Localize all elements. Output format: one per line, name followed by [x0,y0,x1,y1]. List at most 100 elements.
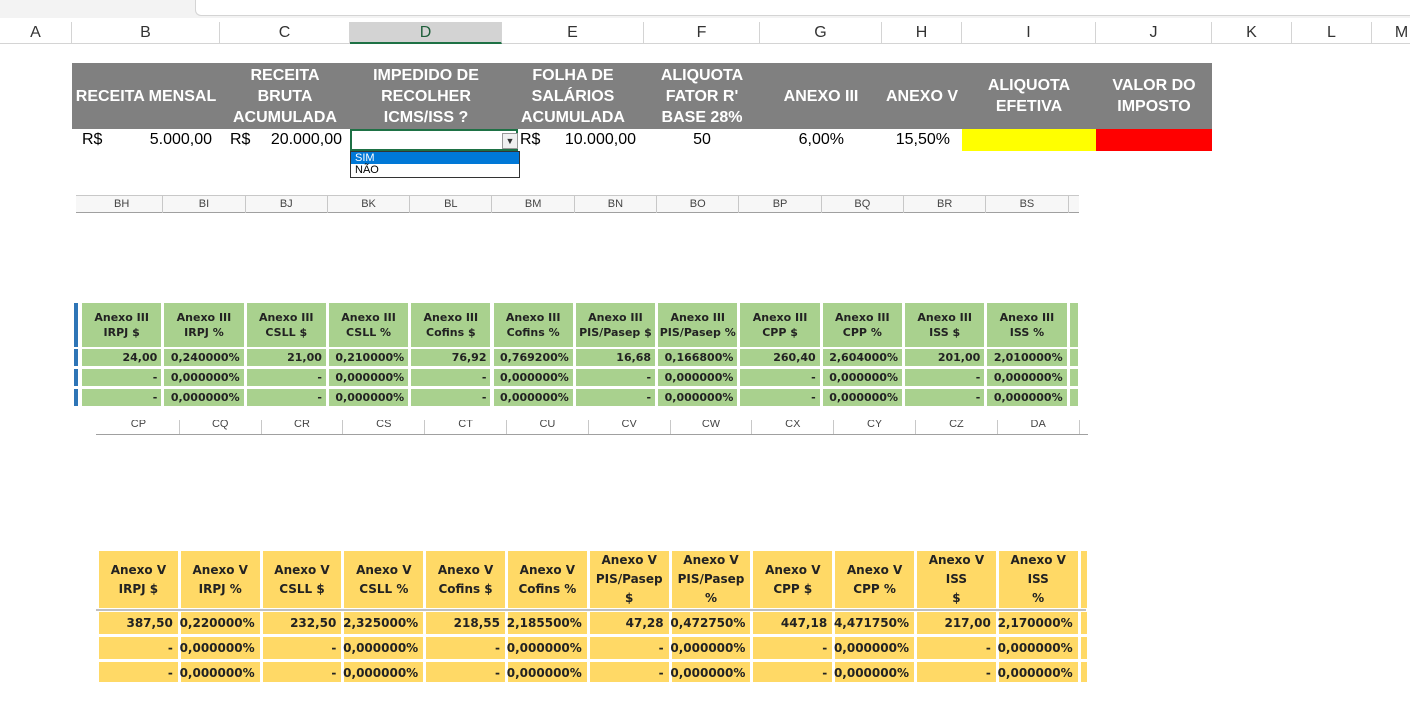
table-cell[interactable]: 0,769200% [493,349,573,366]
table-cell[interactable]: 0,210000% [328,349,409,366]
dropdown-option-sim[interactable]: SIM [351,152,519,164]
table-cell[interactable]: 201,00 [905,349,985,366]
table-cell[interactable]: 2,010000% [987,349,1067,366]
table-cell[interactable]: - [753,637,833,659]
table-cell[interactable]: 0,000000% [343,662,424,682]
table-cell[interactable]: 0,000000% [834,637,914,659]
table-cell[interactable]: 2,604000% [822,349,902,366]
mini-col-bn[interactable]: BN [575,196,658,213]
table-cell[interactable]: 0,000000% [180,662,260,682]
col-header-h[interactable]: H [882,22,962,44]
table-cell[interactable]: 232,50 [262,612,342,634]
table-cell[interactable]: - [411,389,491,406]
table-cell[interactable]: 0,000000% [822,369,902,386]
table-cell[interactable]: - [575,369,656,386]
table-cell[interactable]: - [426,637,505,659]
col-header-i[interactable]: I [962,22,1096,44]
cell-anexo-v[interactable]: 15,50% [882,129,962,151]
mini-col-bp[interactable]: BP [739,196,822,213]
table-cell[interactable]: - [905,389,985,406]
mini-col-bj[interactable]: BJ [246,196,328,213]
table-cell[interactable]: 0,000000% [658,389,738,406]
col-header-f[interactable]: F [644,22,760,44]
table-cell[interactable]: - [99,637,178,659]
col-header-d[interactable]: D [350,22,502,44]
table-cell[interactable]: - [917,662,996,682]
mini-col-bm[interactable]: BM [493,196,575,213]
table-cell[interactable]: 47,28 [589,612,669,634]
cell-valor-imposto[interactable] [1096,129,1212,151]
table-cell[interactable]: 0,000000% [834,662,914,682]
mini-col-cs[interactable]: CS [343,420,426,434]
table-cell[interactable]: 0,000000% [987,369,1067,386]
table-cell[interactable]: - [753,662,833,682]
table-cell[interactable]: 260,40 [740,349,820,366]
table-cell[interactable]: 0,000000% [180,637,260,659]
mini-col-cw[interactable]: CW [671,420,753,434]
table-cell[interactable]: - [262,637,342,659]
table-cell[interactable]: 0,220000% [180,612,260,634]
col-header-l[interactable]: L [1292,22,1372,44]
table-cell[interactable]: 0,166800% [658,349,738,366]
cell-folha[interactable]: R$ 10.000,00 [502,129,644,151]
table-cell[interactable]: 0,000000% [328,369,409,386]
table-cell[interactable]: - [82,369,162,386]
col-header-j[interactable]: J [1096,22,1212,44]
table-cell[interactable]: 16,68 [575,349,656,366]
col-header-k[interactable]: K [1212,22,1292,44]
table-cell[interactable]: - [740,389,820,406]
impedido-dropdown-cell[interactable] [350,129,518,151]
table-cell[interactable]: - [262,662,342,682]
mini-col-cx[interactable]: CX [752,420,835,434]
mini-col-da[interactable]: DA [998,420,1080,434]
dropdown-option-nao[interactable]: NÃO [355,164,379,176]
mini-col-cp[interactable]: CP [98,420,180,434]
mini-col-bh[interactable]: BH [81,196,164,213]
mini-col-bq[interactable]: BQ [822,196,904,213]
col-header-g[interactable]: G [760,22,882,44]
dropdown-arrow-icon[interactable]: ▼ [502,133,518,149]
table-cell[interactable]: 0,472750% [670,612,751,634]
table-cell[interactable]: 0,240000% [164,349,244,366]
table-cell[interactable]: - [246,389,326,406]
table-cell[interactable]: - [426,662,505,682]
col-header-a[interactable]: A [0,22,72,44]
table-cell[interactable]: 0,000000% [658,369,738,386]
table-cell[interactable]: - [740,369,820,386]
table-cell[interactable]: - [411,369,491,386]
mini-col-cy[interactable]: CY [834,420,916,434]
table-cell[interactable]: 0,000000% [164,389,244,406]
mini-col-bo[interactable]: BO [657,196,740,213]
mini-col-cq[interactable]: CQ [180,420,262,434]
table-cell[interactable]: 0,000000% [493,369,573,386]
col-header-e[interactable]: E [502,22,644,44]
table-cell[interactable]: 0,000000% [670,637,751,659]
col-header-m[interactable]: M [1372,22,1410,44]
table-cell[interactable]: 24,00 [82,349,162,366]
col-header-c[interactable]: C [220,22,350,44]
table-cell[interactable]: 0,000000% [493,389,573,406]
table-cell[interactable]: 0,000000% [328,389,409,406]
col-header-b[interactable]: B [72,22,220,44]
cell-fator[interactable]: 50 [644,129,760,151]
table-cell[interactable]: - [99,662,178,682]
cell-aliquota-efetiva[interactable] [962,129,1096,151]
mini-col-cr[interactable]: CR [262,420,344,434]
table-cell[interactable]: - [82,389,162,406]
table-cell[interactable]: 2,325000% [343,612,424,634]
cell-anexo-iii[interactable]: 6,00% [760,129,882,151]
table-cell[interactable]: 387,50 [99,612,178,634]
table-cell[interactable]: 0,000000% [670,662,751,682]
mini-col-bi[interactable]: BI [163,196,246,213]
table-cell[interactable]: - [589,637,669,659]
mini-col-br[interactable]: BR [904,196,987,213]
mini-col-cu[interactable]: CU [507,420,589,434]
table-cell[interactable]: 0,000000% [164,369,244,386]
table-cell[interactable]: 217,00 [917,612,996,634]
table-cell[interactable]: 0,000000% [507,637,587,659]
mini-col-ct[interactable]: CT [425,420,507,434]
table-cell[interactable]: - [905,369,985,386]
table-cell[interactable]: 0,000000% [998,637,1078,659]
table-cell[interactable]: - [246,369,326,386]
cell-receita-bruta[interactable]: R$ 20.000,00 [220,129,350,151]
